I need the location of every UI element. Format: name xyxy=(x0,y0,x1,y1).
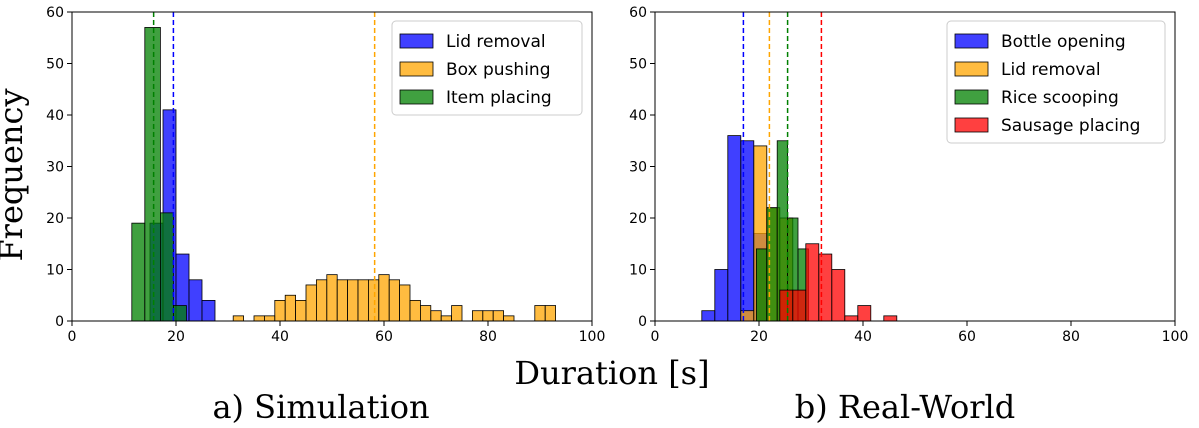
histogram-bar-box-pushing xyxy=(492,310,505,322)
histogram-bar-item-placing xyxy=(159,212,174,322)
histogram-bar-box-pushing xyxy=(503,315,515,322)
histogram-bar-box-pushing xyxy=(284,294,297,322)
legend-label-sausage-placing: Sausage placing xyxy=(1001,116,1140,136)
histogram-bar-box-pushing xyxy=(367,279,380,322)
y-tick-label: 30 xyxy=(629,160,647,176)
y-tick-label: 0 xyxy=(55,314,64,330)
legend-swatch-item-placing xyxy=(399,89,434,105)
histogram-bar-rice-scooping xyxy=(756,248,768,322)
histogram-bar-lid-removal xyxy=(201,299,216,322)
histogram-bar-box-pushing xyxy=(315,279,328,322)
x-tick-label: 20 xyxy=(750,329,768,345)
histogram-bar-box-pushing xyxy=(409,299,421,322)
histogram-bar-box-pushing xyxy=(274,299,286,322)
histogram-bar-sausage-placing xyxy=(857,305,872,322)
histogram-bar-box-pushing xyxy=(336,279,349,322)
histogram-bar-box-pushing xyxy=(326,274,338,322)
histogram-bar-sausage-placing xyxy=(792,289,807,322)
histogram-bar-box-pushing xyxy=(482,310,494,322)
histogram-bar-box-pushing xyxy=(534,305,546,322)
histogram-bar-item-placing xyxy=(131,222,146,322)
legend-swatch-lid-removal xyxy=(954,61,989,77)
histogram-bar-sausage-placing xyxy=(831,269,846,322)
x-tick-label: 100 xyxy=(1162,329,1189,345)
y-tick-label: 50 xyxy=(46,57,64,73)
legend-label-lid-removal: Lid removal xyxy=(446,32,546,52)
x-tick-label: 40 xyxy=(854,329,872,345)
legend-swatch-rice-scooping xyxy=(954,89,989,105)
subplot-caption: b) Real-World xyxy=(795,388,1016,426)
y-tick-label: 50 xyxy=(629,57,647,73)
legend-label-lid-removal: Lid removal xyxy=(1001,60,1101,80)
histogram-bar-lid-removal xyxy=(188,279,203,322)
histogram-bar-box-pushing xyxy=(440,315,453,322)
legend-swatch-sausage-placing xyxy=(954,117,989,133)
histogram-bar-box-pushing xyxy=(263,315,276,322)
legend: Bottle opening Lid removal Rice scooping Sa… xyxy=(946,20,1166,144)
y-tick-label: 40 xyxy=(629,108,647,124)
histogram-bar-box-pushing xyxy=(295,299,307,322)
legend-label-bottle-opening: Bottle opening xyxy=(1001,32,1126,52)
histogram-bar-sausage-placing xyxy=(844,315,859,322)
legend-swatch-lid-removal xyxy=(399,33,434,49)
y-tick-label: 20 xyxy=(46,211,64,227)
histogram-bar-box-pushing xyxy=(305,284,317,322)
histogram-bar-bottle-opening xyxy=(701,310,716,322)
histogram-bar-bottle-opening xyxy=(714,269,729,322)
subplot-real-world: 0 20 40 60 80 100 0 10 20 30 40 50 60 Bottle opening L… xyxy=(629,5,1188,426)
histogram-bar-box-pushing xyxy=(232,315,244,322)
histogram-bar-box-pushing xyxy=(378,274,390,322)
histogram-bar-box-pushing xyxy=(347,279,359,322)
legend-box xyxy=(391,20,583,116)
x-tick-label: 80 xyxy=(1062,329,1080,345)
legend-label-box-pushing: Box pushing xyxy=(446,60,551,80)
histogram-bar-sausage-placing xyxy=(779,289,794,322)
histogram-bar-item-placing xyxy=(144,27,161,322)
legend-box xyxy=(946,20,1166,144)
histogram-bar-box-pushing xyxy=(399,284,411,322)
subplot-simulation: 0 20 40 60 80 100 0 10 20 30 40 50 60 Lid removal Box … xyxy=(46,5,605,426)
y-tick-label: 60 xyxy=(46,5,64,21)
histogram-bar-box-pushing xyxy=(253,315,265,322)
subplot-caption: a) Simulation xyxy=(212,388,429,426)
y-tick-label: 10 xyxy=(629,263,647,279)
histogram-bar-box-pushing xyxy=(451,305,463,322)
legend-swatch-bottle-opening xyxy=(954,33,989,49)
x-axis-label: Duration [s] xyxy=(514,354,709,392)
x-tick-label: 20 xyxy=(167,329,185,345)
legend: Lid removal Box pushing Item placing xyxy=(391,20,583,116)
histogram-bar-box-pushing xyxy=(471,310,484,322)
histogram-bar-box-pushing xyxy=(544,305,557,322)
histogram-bar-rice-scooping xyxy=(766,207,778,322)
histogram-bar-bottle-opening xyxy=(727,135,742,322)
y-axis-label: Frequency xyxy=(0,88,30,261)
histogram-bar-box-pushing xyxy=(430,310,442,322)
legend-label-item-placing: Item placing xyxy=(446,88,552,108)
x-tick-label: 100 xyxy=(579,329,606,345)
histogram-bar-box-pushing xyxy=(419,305,432,322)
x-tick-label: 60 xyxy=(375,329,393,345)
y-tick-label: 10 xyxy=(46,263,64,279)
histogram-bar-sausage-placing xyxy=(883,315,898,322)
x-tick-label: 60 xyxy=(958,329,976,345)
histogram-bar-box-pushing xyxy=(357,279,369,322)
y-tick-label: 20 xyxy=(629,211,647,227)
histogram-bar-box-pushing xyxy=(388,279,401,322)
x-tick-label: 40 xyxy=(271,329,289,345)
x-tick-label: 0 xyxy=(68,329,77,345)
y-tick-label: 60 xyxy=(629,5,647,21)
x-tick-label: 0 xyxy=(651,329,660,345)
y-tick-label: 30 xyxy=(46,160,64,176)
legend-label-rice-scooping: Rice scooping xyxy=(1001,88,1119,108)
histogram-bar-item-placing xyxy=(172,305,187,322)
y-tick-label: 40 xyxy=(46,108,64,124)
x-tick-label: 80 xyxy=(479,329,497,345)
legend-swatch-box-pushing xyxy=(399,61,434,77)
y-tick-label: 0 xyxy=(638,314,647,330)
histogram-bar-sausage-placing xyxy=(805,243,820,322)
